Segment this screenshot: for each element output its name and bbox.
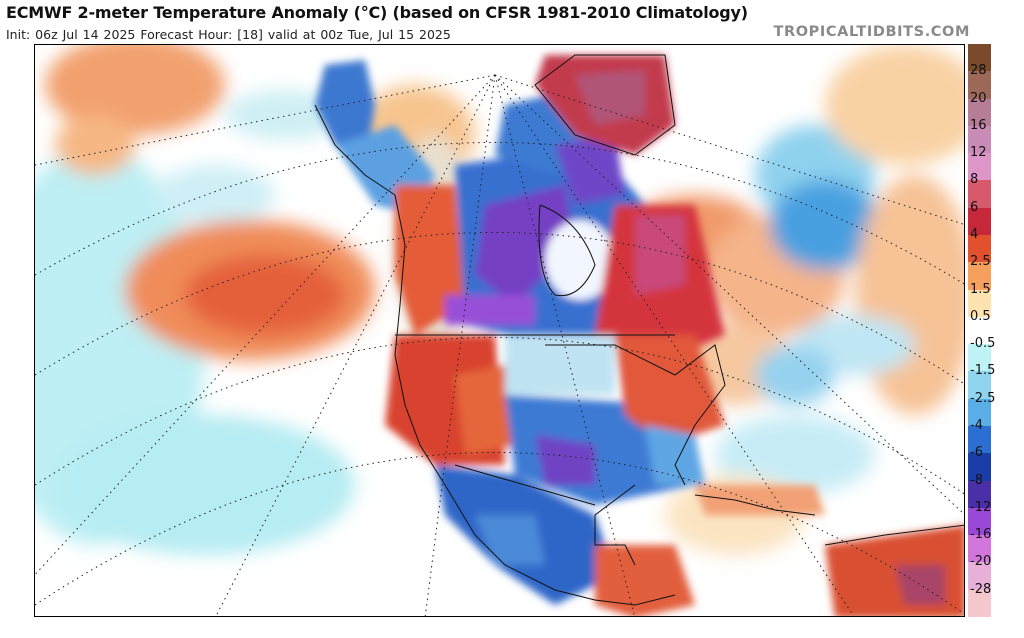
legend-swatch bbox=[968, 153, 991, 181]
legend-swatch bbox=[968, 453, 991, 482]
legend-tick-label: -0.5 bbox=[970, 336, 996, 352]
legend-tick-label: 4 bbox=[970, 227, 979, 242]
legend-swatch bbox=[968, 426, 991, 454]
coastlines-borders bbox=[314, 54, 964, 606]
legend-tick-label: 0.5 bbox=[970, 308, 991, 324]
legend-swatch bbox=[968, 289, 991, 318]
legend-swatch bbox=[968, 125, 991, 154]
legend-swatch bbox=[968, 480, 991, 509]
legend-swatch bbox=[968, 562, 991, 591]
site-brand: TROPICALTIDBITS.COM bbox=[773, 24, 970, 40]
legend-swatch bbox=[968, 535, 991, 563]
legend-tick-label: -4 bbox=[970, 418, 983, 433]
legend-swatch bbox=[968, 589, 991, 618]
legend-tick-label: -12 bbox=[970, 499, 992, 515]
grid-lines bbox=[35, 74, 964, 616]
legend-tick-label: 2.5 bbox=[970, 254, 991, 270]
legend-tick-label: -20 bbox=[970, 554, 992, 570]
color-scale-legend: 28 20 16 12 8 6 4 2.5 1.5 0.5 -0.5 -1.5 -2.5 -4 -6 -8 -1… bbox=[968, 44, 1024, 618]
legend-swatch bbox=[968, 235, 991, 263]
legend-swatch bbox=[968, 398, 991, 427]
temperature-anomaly-map bbox=[34, 44, 965, 617]
legend-tick-label: -16 bbox=[970, 527, 992, 543]
legend-swatch bbox=[968, 262, 991, 291]
legend-tick-label: 1.5 bbox=[970, 281, 991, 297]
legend-tick-label: 16 bbox=[970, 117, 987, 133]
map-canvas bbox=[35, 45, 964, 616]
legend-tick-label: 12 bbox=[970, 145, 987, 161]
legend-swatch bbox=[968, 316, 991, 345]
legend-swatch bbox=[968, 371, 991, 400]
legend-tick-label: -1.5 bbox=[970, 363, 996, 379]
legend-tick-label: 6 bbox=[970, 199, 979, 215]
legend-tick-label: -28 bbox=[970, 581, 992, 597]
legend-swatch bbox=[968, 507, 991, 536]
legend-swatch bbox=[968, 344, 991, 372]
legend-tick-label: -6 bbox=[970, 445, 983, 461]
legend-swatch bbox=[968, 44, 991, 72]
legend-swatch bbox=[968, 180, 991, 209]
legend-swatch bbox=[968, 207, 991, 236]
land-anomaly-field bbox=[315, 55, 964, 616]
legend-swatch bbox=[968, 98, 991, 127]
forecast-info: Init: 06z Jul 14 2025 Forecast Hour: [18… bbox=[6, 27, 451, 42]
legend-swatch bbox=[968, 71, 991, 100]
legend-tick-label: 20 bbox=[970, 90, 987, 106]
legend-tick-label: -2.5 bbox=[970, 390, 996, 406]
legend-tick-label: 8 bbox=[970, 172, 979, 188]
legend-tick-label: -8 bbox=[970, 472, 983, 488]
map-title: ECMWF 2-meter Temperature Anomaly (°C) (… bbox=[6, 3, 748, 22]
legend-tick-label: 28 bbox=[970, 63, 987, 79]
